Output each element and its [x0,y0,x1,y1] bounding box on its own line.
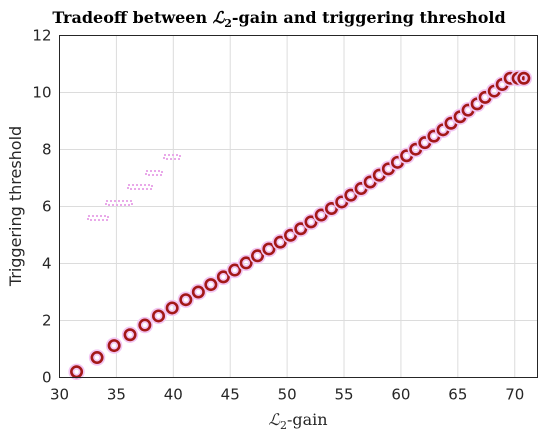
data-point [90,351,104,365]
ghost-mark [163,154,181,160]
data-point [165,301,179,315]
data-point [179,293,193,307]
data-point [228,263,242,277]
x-tick-label: 55 [334,386,353,404]
x-tick-label: 35 [107,386,126,404]
data-point [123,328,137,342]
y-tick-label: 10 [32,84,51,102]
x-tick-label: 40 [164,386,183,404]
ghost-mark [127,184,153,190]
y-tick-label: 8 [42,141,52,159]
data-point [70,365,84,379]
x-tick-label: 60 [391,386,410,404]
ghost-mark [105,200,133,206]
data-point [191,285,205,299]
data-point [107,339,121,353]
x-tick-label: 50 [278,386,297,404]
data-point [273,235,287,249]
axes-box [59,35,538,378]
data-point [294,222,308,236]
y-tick-label: 6 [42,198,52,216]
y-tick-label: 0 [42,369,52,387]
x-tick-label: 45 [221,386,240,404]
data-point [304,215,318,229]
data-point [517,71,531,85]
data-point [216,270,230,284]
title-math-symbol: ℒ [213,8,226,27]
y-axis-label: Triggering threshold [6,126,25,287]
y-tick-label: 4 [42,255,52,273]
data-point [251,249,265,263]
data-markers [68,70,533,380]
grid [59,35,538,378]
xlabel-suffix: -gain [287,410,328,429]
data-point [314,208,328,222]
title-subscript: 2 [224,17,232,30]
data-point [138,318,152,332]
xlabel-math-symbol: ℒ [268,410,280,429]
title-prefix: Tradeoff between [52,8,212,27]
x-tick-labels: 30 35 40 45 50 55 60 65 70 [50,386,524,404]
ghost-mark [145,170,163,176]
data-point [152,309,166,323]
ghost-artifacts [87,154,181,221]
x-tick-label: 30 [50,386,69,404]
data-point [325,201,339,215]
chart-title: Tradeoff between ℒ2-gain and triggering … [52,8,505,30]
x-axis-label: ℒ2-gain [268,410,327,432]
data-point [262,242,276,256]
y-tick-label: 12 [32,27,51,45]
ghost-mark [87,215,109,221]
data-point [284,228,298,242]
x-tick-label: 65 [448,386,467,404]
title-suffix: -gain and triggering threshold [232,8,506,27]
y-tick-label: 2 [42,312,52,330]
xlabel-subscript: 2 [280,419,287,432]
x-tick-label: 70 [505,386,524,404]
y-tick-labels: 0 2 4 6 8 10 12 [32,27,51,387]
data-point [204,278,218,292]
data-point [344,188,358,202]
data-point [239,256,253,270]
